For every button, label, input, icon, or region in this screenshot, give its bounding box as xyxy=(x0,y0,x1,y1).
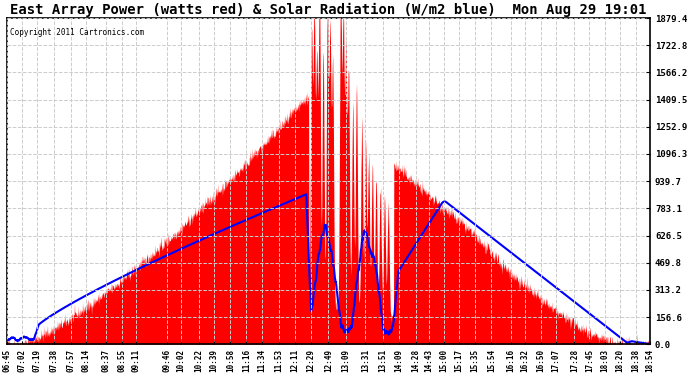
Text: Copyright 2011 Cartronics.com: Copyright 2011 Cartronics.com xyxy=(10,28,145,37)
Title: East Array Power (watts red) & Solar Radiation (W/m2 blue)  Mon Aug 29 19:01: East Array Power (watts red) & Solar Rad… xyxy=(10,3,647,17)
